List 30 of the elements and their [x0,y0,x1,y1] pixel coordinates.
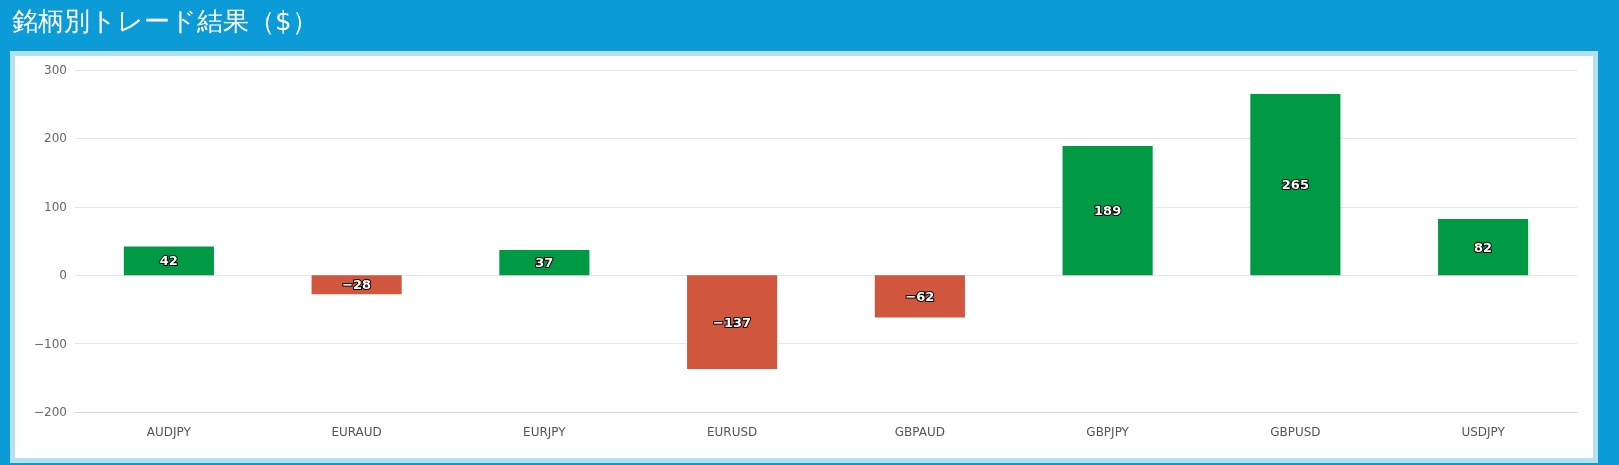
data-label: 37 [535,255,554,271]
bar [874,275,965,318]
bar [1062,145,1153,276]
data-label: −137 [713,314,752,330]
chart-title: 銘柄別トレード結果（$） [12,5,318,38]
y-tick-label: 0 [59,268,67,283]
x-tick-label: GBPUSD [1270,425,1321,439]
y-tick-label: 200 [44,131,67,146]
x-tick-label: EURJPY [523,425,567,439]
data-label: 82 [1474,239,1493,255]
data-label: −62 [905,288,935,304]
x-tick-label: EURAUD [331,425,382,439]
x-tick-label: AUDJPY [146,425,192,439]
bar [687,275,778,369]
data-label: 189 [1094,203,1122,219]
bar [1438,219,1529,276]
y-tick-label: −200 [34,405,67,419]
x-tick-label: GBPJPY [1086,425,1130,439]
x-tick-label: GBPAUD [894,425,945,439]
data-label: 265 [1281,177,1309,193]
y-tick-label: 300 [44,63,67,77]
y-tick-label: 100 [44,199,67,214]
bar [123,246,214,276]
bar [1250,93,1341,276]
data-label: −28 [342,277,372,293]
data-label: 42 [159,253,178,269]
bar [499,249,590,276]
y-tick-label: −100 [34,336,67,351]
x-tick-label: EURUSD [706,425,758,439]
x-tick-label: USDJPY [1461,425,1506,439]
